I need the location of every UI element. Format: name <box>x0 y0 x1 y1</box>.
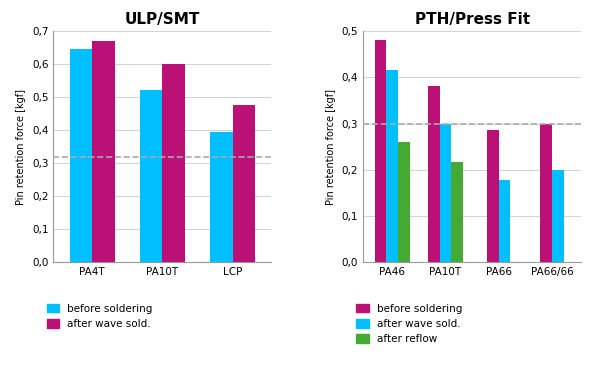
Bar <box>439 124 451 262</box>
Y-axis label: Pin retention force [kgf]: Pin retention force [kgf] <box>326 89 336 205</box>
Title: ULP/SMT: ULP/SMT <box>125 12 200 27</box>
Bar <box>398 142 410 262</box>
Bar <box>211 132 233 262</box>
Legend: before soldering, after wave sold.: before soldering, after wave sold. <box>43 300 157 333</box>
Bar <box>92 41 114 262</box>
Bar <box>540 124 552 262</box>
Bar <box>387 70 398 262</box>
Bar <box>499 180 511 262</box>
Bar <box>375 40 387 262</box>
Y-axis label: Pin retention force [kgf]: Pin retention force [kgf] <box>17 89 27 205</box>
Bar <box>162 64 185 262</box>
Legend: before soldering, after wave sold., after reflow: before soldering, after wave sold., afte… <box>352 300 467 348</box>
Bar <box>140 90 162 262</box>
Bar <box>428 86 439 262</box>
Title: PTH/Press Fit: PTH/Press Fit <box>415 12 530 27</box>
Bar <box>451 161 463 262</box>
Bar <box>487 130 499 262</box>
Bar <box>552 170 563 262</box>
Bar <box>69 49 92 262</box>
Bar <box>233 105 255 262</box>
